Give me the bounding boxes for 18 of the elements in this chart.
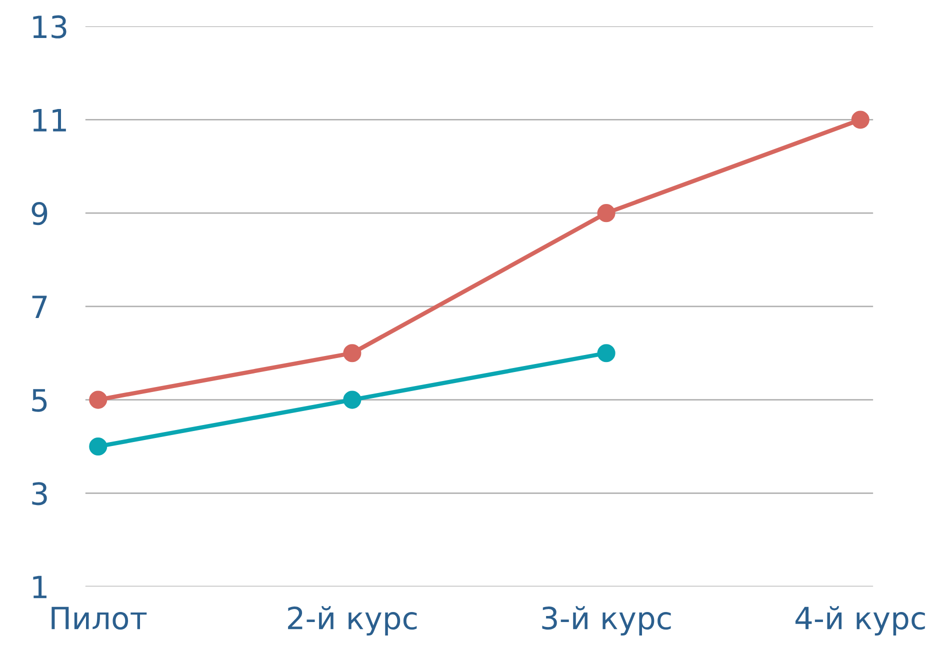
- x-tick-label: 3-й курс: [542, 606, 671, 636]
- y-tick-label: 11: [33, 109, 66, 132]
- y-tick-label: 7: [32, 296, 47, 318]
- point: [851, 110, 870, 129]
- point: [343, 390, 362, 409]
- point: [597, 344, 616, 362]
- y-tick-label: 13: [33, 15, 66, 38]
- y-tick-label: 5: [32, 389, 47, 412]
- point: [89, 390, 108, 409]
- y-tick-label: 9: [32, 202, 48, 226]
- y-tick-label: 3: [32, 482, 47, 506]
- x-tick-label: 2-й курс: [288, 606, 417, 636]
- x-tick-label: 4-й курс: [795, 606, 925, 636]
- y-tick-label: 1: [33, 576, 46, 598]
- point: [89, 437, 108, 456]
- x-tick-label: Пилот: [52, 606, 147, 630]
- point: [343, 344, 362, 362]
- point: [597, 204, 616, 222]
